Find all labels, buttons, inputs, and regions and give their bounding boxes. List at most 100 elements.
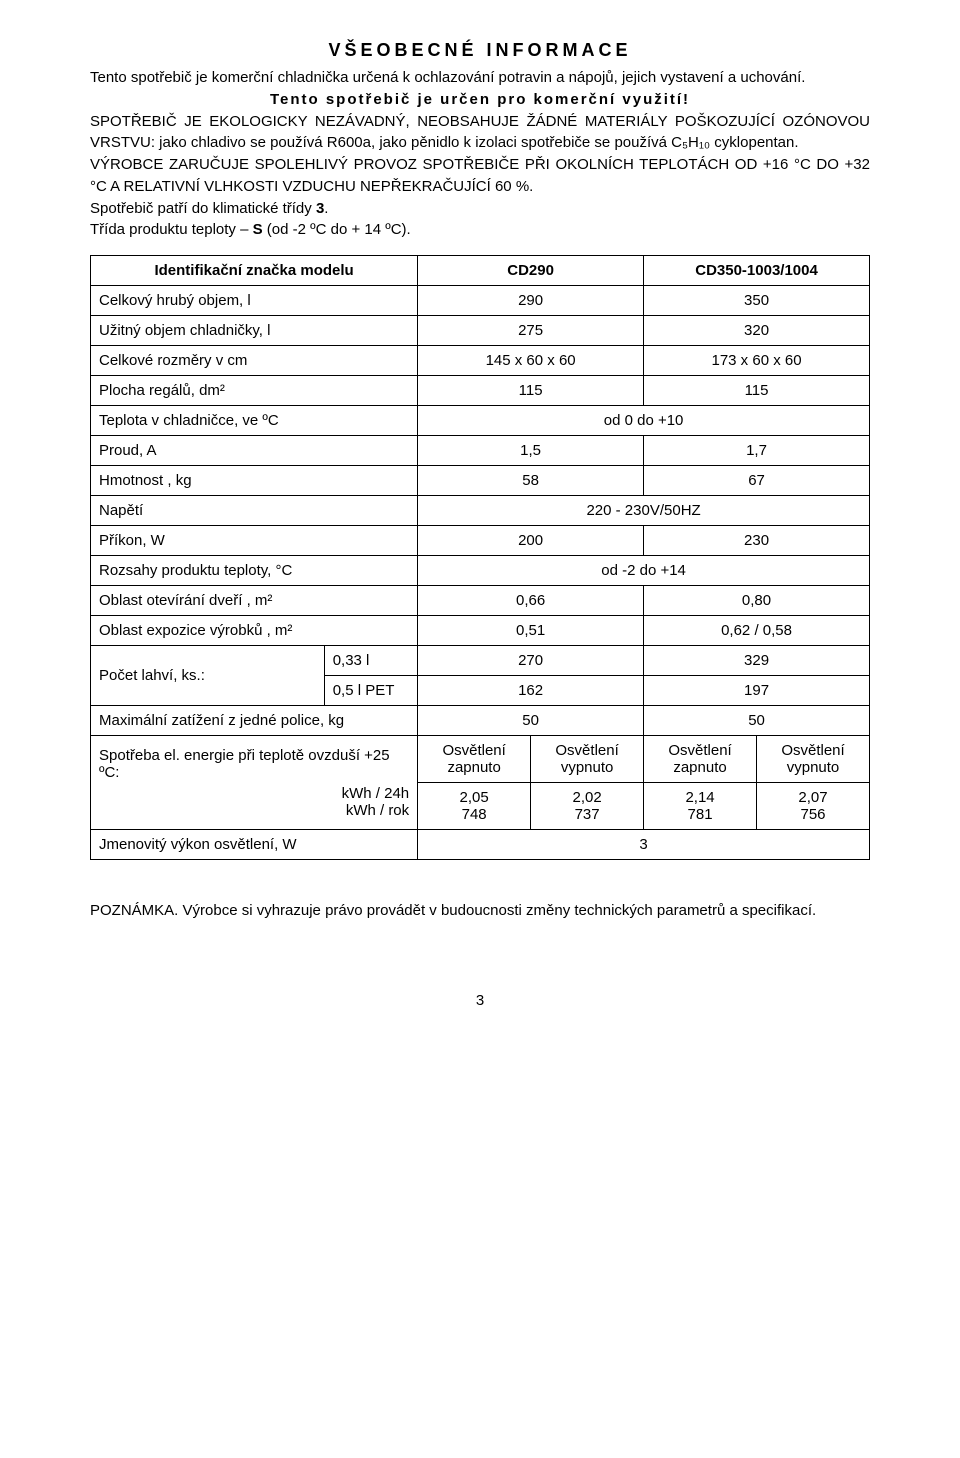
e-v: 781 bbox=[688, 806, 713, 823]
cell-sublabel: 0,33 l bbox=[324, 646, 417, 676]
e-v: 2,05 bbox=[460, 789, 489, 806]
cell-val: 67 bbox=[644, 466, 870, 496]
table-row: Proud, A 1,5 1,7 bbox=[91, 436, 870, 466]
e-v: 737 bbox=[575, 806, 600, 823]
table-row: Maximální zatížení z jedné police, kg 50… bbox=[91, 706, 870, 736]
cell-hdr-off: Osvětlení vypnuto bbox=[531, 736, 644, 783]
table-row: Celkové rozměry v cm 145 x 60 x 60 173 x… bbox=[91, 346, 870, 376]
cell-val: 2,14 781 bbox=[644, 783, 757, 830]
cell-val: 1,5 bbox=[418, 436, 644, 466]
page-number: 3 bbox=[90, 992, 870, 1009]
cell-label: Celkový hrubý objem, l bbox=[91, 286, 418, 316]
table-row: Celkový hrubý objem, l 290 350 bbox=[91, 286, 870, 316]
text-eco: SPOTŘEBIČ JE EKOLOGICKY NEZÁVADNÝ, NEOBS… bbox=[90, 111, 870, 155]
spec-table: Identifikační značka modelu CD290 CD350-… bbox=[90, 255, 870, 860]
cell-val: 162 bbox=[418, 676, 644, 706]
cell-val: 200 bbox=[418, 526, 644, 556]
cell-val: 230 bbox=[644, 526, 870, 556]
cell-val: 2,02 737 bbox=[531, 783, 644, 830]
table-row-header: Identifikační značka modelu CD290 CD350-… bbox=[91, 256, 870, 286]
text-intro2: Tento spotřebič je určen pro komerční vy… bbox=[90, 89, 870, 111]
table-row: Plocha regálů, dm² 115 115 bbox=[91, 376, 870, 406]
cell-label: Maximální zatížení z jedné police, kg bbox=[91, 706, 418, 736]
cell-label-energy: Spotřeba el. energie při teplotě ovzduší… bbox=[91, 736, 418, 830]
table-row-bottles1: Počet lahví, ks.: 0,33 l 270 329 bbox=[91, 646, 870, 676]
table-row: Hmotnost , kg 58 67 bbox=[91, 466, 870, 496]
cell-hdr-off: Osvětlení vypnuto bbox=[757, 736, 870, 783]
cell-val: 145 x 60 x 60 bbox=[418, 346, 644, 376]
cell-val: 290 bbox=[418, 286, 644, 316]
cell-label: Proud, A bbox=[91, 436, 418, 466]
text-class: Spotřebič patří do klimatické třídy 3. bbox=[90, 198, 870, 220]
cell-label: Příkon, W bbox=[91, 526, 418, 556]
cell-val: 1,7 bbox=[644, 436, 870, 466]
table-row-energy-hdr: Spotřeba el. energie při teplotě ovzduší… bbox=[91, 736, 870, 783]
energy-unit2: kWh / rok bbox=[346, 802, 409, 819]
text-tempclass-bold: S bbox=[253, 221, 263, 238]
text-footnote: POZNÁMKA. Výrobce si vyhrazuje právo pro… bbox=[90, 900, 870, 922]
hdr-ident: Identifikační značka modelu bbox=[91, 256, 418, 286]
text-class-post: . bbox=[324, 200, 328, 217]
cell-val: 0,51 bbox=[418, 616, 644, 646]
cell-label: Rozsahy produktu teploty, °C bbox=[91, 556, 418, 586]
cell-val: 0,80 bbox=[644, 586, 870, 616]
cell-val: 350 bbox=[644, 286, 870, 316]
cell-label: Plocha regálů, dm² bbox=[91, 376, 418, 406]
cell-val: 197 bbox=[644, 676, 870, 706]
cell-val: 329 bbox=[644, 646, 870, 676]
e-v: 2,07 bbox=[798, 789, 827, 806]
cell-val: 115 bbox=[418, 376, 644, 406]
cell-label: Oblast expozice výrobků , m² bbox=[91, 616, 418, 646]
cell-label: Teplota v chladničce, ve ºC bbox=[91, 406, 418, 436]
cell-val-span: 220 - 230V/50HZ bbox=[418, 496, 870, 526]
table-row: Napětí 220 - 230V/50HZ bbox=[91, 496, 870, 526]
text-tempclass-post: (od -2 ºC do + 14 ºC). bbox=[263, 221, 411, 238]
cell-val: 270 bbox=[418, 646, 644, 676]
cell-label: Napětí bbox=[91, 496, 418, 526]
cell-val-span: od 0 do +10 bbox=[418, 406, 870, 436]
cell-label: Jmenovitý výkon osvětlení, W bbox=[91, 830, 418, 860]
cell-val: 50 bbox=[644, 706, 870, 736]
cell-val: 58 bbox=[418, 466, 644, 496]
table-row: Příkon, W 200 230 bbox=[91, 526, 870, 556]
hdr-model1: CD290 bbox=[418, 256, 644, 286]
table-row: Užitný objem chladničky, l 275 320 bbox=[91, 316, 870, 346]
cell-val: 50 bbox=[418, 706, 644, 736]
text-tempclass: Třída produktu teploty – S (od -2 ºC do … bbox=[90, 219, 870, 241]
text-intro1: Tento spotřebič je komerční chladnička u… bbox=[90, 67, 870, 89]
cell-val: 173 x 60 x 60 bbox=[644, 346, 870, 376]
text-mfr: VÝROBCE ZARUČUJE SPOLEHLIVÝ PROVOZ SPOTŘ… bbox=[90, 154, 870, 198]
heading-main: VŠEOBECNÉ INFORMACE bbox=[90, 40, 870, 61]
text-tempclass-pre: Třída produktu teploty – bbox=[90, 221, 253, 238]
cell-val: 0,66 bbox=[418, 586, 644, 616]
cell-label: Celkové rozměry v cm bbox=[91, 346, 418, 376]
e-v: 748 bbox=[462, 806, 487, 823]
cell-val: 2,05 748 bbox=[418, 783, 531, 830]
e-v: 2,02 bbox=[572, 789, 601, 806]
cell-val: 2,07 756 bbox=[757, 783, 870, 830]
cell-sublabel: 0,5 l PET bbox=[324, 676, 417, 706]
cell-val-span: od -2 do +14 bbox=[418, 556, 870, 586]
table-row: Oblast expozice výrobků , m² 0,51 0,62 /… bbox=[91, 616, 870, 646]
cell-label: Hmotnost , kg bbox=[91, 466, 418, 496]
cell-label: Užitný objem chladničky, l bbox=[91, 316, 418, 346]
hdr-model2: CD350-1003/1004 bbox=[644, 256, 870, 286]
cell-val-span: 3 bbox=[418, 830, 870, 860]
cell-val: 115 bbox=[644, 376, 870, 406]
page: VŠEOBECNÉ INFORMACE Tento spotřebič je k… bbox=[0, 0, 960, 1049]
cell-val: 320 bbox=[644, 316, 870, 346]
e-v: 2,14 bbox=[685, 789, 714, 806]
e-v: 756 bbox=[800, 806, 825, 823]
text-class-pre: Spotřebič patří do klimatické třídy bbox=[90, 200, 316, 217]
table-row: Jmenovitý výkon osvětlení, W 3 bbox=[91, 830, 870, 860]
table-row: Oblast otevírání dveří , m² 0,66 0,80 bbox=[91, 586, 870, 616]
cell-val: 0,62 / 0,58 bbox=[644, 616, 870, 646]
cell-label: Oblast otevírání dveří , m² bbox=[91, 586, 418, 616]
table-row: Rozsahy produktu teploty, °C od -2 do +1… bbox=[91, 556, 870, 586]
cell-hdr-on: Osvětlení zapnuto bbox=[644, 736, 757, 783]
cell-label: Počet lahví, ks.: bbox=[91, 646, 325, 706]
energy-unit1: kWh / 24h bbox=[342, 785, 410, 802]
table-row: Teplota v chladničce, ve ºC od 0 do +10 bbox=[91, 406, 870, 436]
cell-val: 275 bbox=[418, 316, 644, 346]
cell-hdr-on: Osvětlení zapnuto bbox=[418, 736, 531, 783]
